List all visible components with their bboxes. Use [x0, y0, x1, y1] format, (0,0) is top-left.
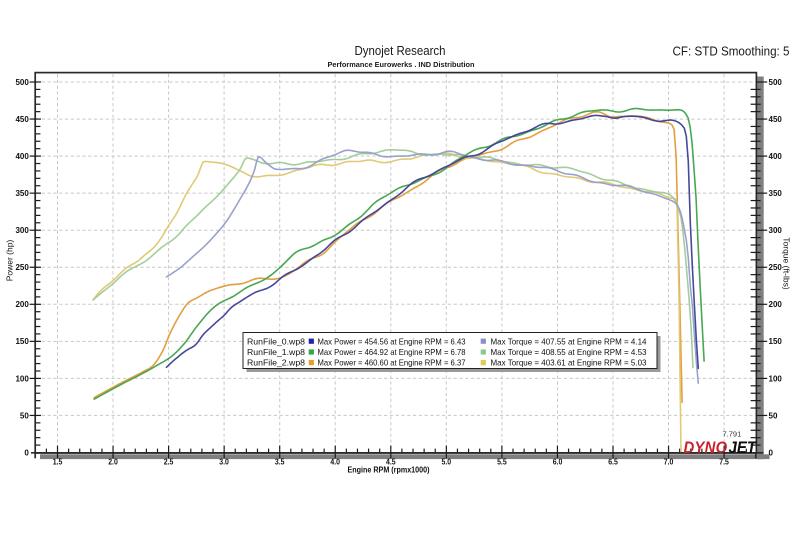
svg-text:450: 450 — [769, 115, 783, 124]
svg-text:0: 0 — [24, 448, 29, 457]
svg-text:Performance Eurowerks . IND Di: Performance Eurowerks . IND Distribution — [328, 60, 475, 69]
svg-text:300: 300 — [769, 226, 783, 235]
svg-text:Max Torque = 407.55 at Engine: Max Torque = 407.55 at Engine RPM = 4.14 — [491, 336, 647, 346]
svg-text:2.5: 2.5 — [164, 457, 174, 466]
svg-text:6.5: 6.5 — [608, 457, 618, 466]
svg-text:Max Power = 454.56 at Engine R: Max Power = 454.56 at Engine RPM = 6.43 — [318, 336, 466, 346]
svg-text:CF: STD Smoothing: 5: CF: STD Smoothing: 5 — [673, 44, 790, 59]
svg-text:350: 350 — [15, 189, 29, 198]
svg-text:Engine RPM (rpmx1000): Engine RPM (rpmx1000) — [348, 464, 430, 474]
svg-text:500: 500 — [15, 78, 29, 87]
svg-text:6.0: 6.0 — [553, 457, 563, 466]
svg-text:350: 350 — [769, 189, 783, 198]
svg-text:Dynojet Research: Dynojet Research — [355, 43, 446, 58]
svg-text:500: 500 — [769, 78, 783, 87]
svg-text:Torque (ft-lbs): Torque (ft-lbs) — [782, 237, 792, 290]
svg-text:7.5: 7.5 — [719, 457, 729, 466]
svg-text:Power (hp): Power (hp) — [4, 240, 14, 282]
svg-text:150: 150 — [769, 337, 783, 346]
svg-text:Max Torque = 403.61 at Engine: Max Torque = 403.61 at Engine RPM = 5.03 — [491, 358, 647, 368]
svg-text:4.5: 4.5 — [386, 457, 396, 466]
svg-text:400: 400 — [15, 152, 29, 161]
svg-text:200: 200 — [769, 300, 783, 309]
svg-text:50: 50 — [20, 411, 29, 420]
svg-text:Max Power = 460.60 at Engine R: Max Power = 460.60 at Engine RPM = 6.37 — [318, 358, 466, 368]
svg-text:0: 0 — [769, 448, 774, 457]
svg-text:4.0: 4.0 — [330, 457, 340, 466]
svg-text:5.5: 5.5 — [497, 457, 507, 466]
svg-text:Max Power = 464.92 at Engine R: Max Power = 464.92 at Engine RPM = 6.78 — [318, 347, 466, 357]
svg-text:7.791: 7.791 — [723, 430, 742, 439]
svg-text:Max Torque = 408.55 at Engine: Max Torque = 408.55 at Engine RPM = 4.53 — [491, 347, 647, 357]
svg-text:7.0: 7.0 — [664, 457, 674, 466]
svg-text:50: 50 — [769, 411, 778, 420]
svg-text:200: 200 — [15, 300, 29, 309]
svg-text:450: 450 — [15, 115, 29, 124]
svg-text:1.5: 1.5 — [53, 457, 63, 466]
svg-text:300: 300 — [15, 226, 29, 235]
svg-text:2.0: 2.0 — [108, 457, 118, 466]
svg-text:DYNO: DYNO — [684, 439, 728, 457]
svg-text:JET: JET — [729, 439, 758, 457]
svg-text:RunFile_2.wp8: RunFile_2.wp8 — [247, 358, 305, 368]
svg-text:3.0: 3.0 — [219, 457, 229, 466]
svg-text:100: 100 — [15, 374, 29, 383]
svg-text:RunFile_0.wp8: RunFile_0.wp8 — [247, 336, 305, 346]
svg-text:400: 400 — [769, 152, 783, 161]
svg-text:5.0: 5.0 — [442, 457, 452, 466]
svg-text:100: 100 — [769, 374, 783, 383]
svg-text:RunFile_1.wp8: RunFile_1.wp8 — [247, 347, 305, 357]
svg-text:250: 250 — [15, 263, 29, 272]
svg-text:150: 150 — [15, 337, 29, 346]
svg-text:250: 250 — [769, 263, 783, 272]
svg-text:3.5: 3.5 — [275, 457, 285, 466]
